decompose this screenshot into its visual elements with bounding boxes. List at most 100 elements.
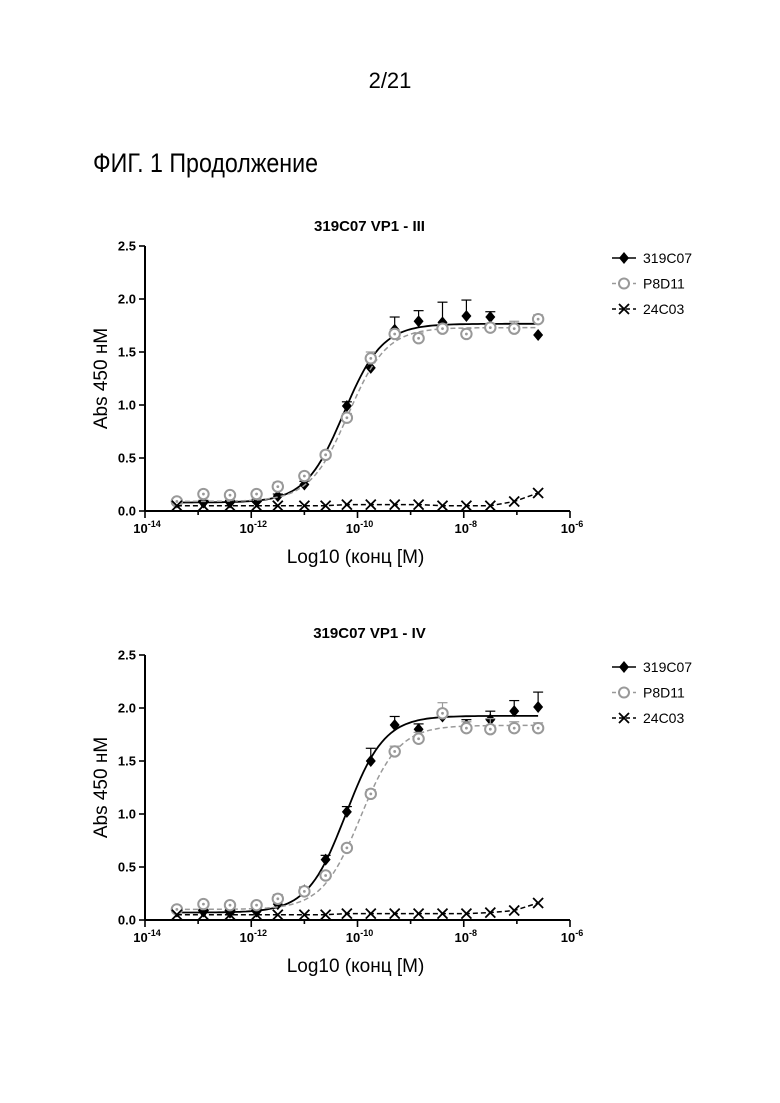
chart2-legend-label-p8d11: P8D11 [643,685,685,701]
chart2-series-p8d11-point-center [369,792,372,795]
chart1-y-axis-title: Abs 450 нМ [91,328,112,429]
chart1-legend-label-p8d11: P8D11 [643,276,685,292]
chart1-x-tick-label: 10-6 [561,519,583,536]
chart2-series-p8d11-point-center [229,904,232,907]
chart2-series-24c03-point [509,905,519,915]
page-number: 2/21 [0,68,780,94]
chart1-series-p8d11-point-center [229,494,232,497]
chart2-series-p8d11-point-center [255,904,258,907]
chart1-series-24c03-point [366,500,376,510]
chart1-legend-marker-319c07 [619,252,629,264]
chart1-series-319c07-point [533,329,543,341]
chart2-series-319c07-curve [177,716,538,913]
chart2-x-tick-label: 10-6 [561,928,583,945]
chart2-y-axis-title: Abs 450 нМ [91,737,112,838]
chart1-legend-label-24c03: 24C03 [643,301,684,317]
chart2-series-24c03-point [366,909,376,919]
chart1-series-319c07-point [461,310,471,322]
figure-title: ФИГ. 1 Продолжение [93,148,318,179]
chart2-series-p8d11-point-center [537,727,540,730]
chart2-title: 319C07 VP1 - IV [313,625,426,642]
chart1-legend-marker-p8d11 [619,279,629,289]
chart2-legend-label-319c07: 319C07 [643,659,692,675]
chart2-series-319c07-point [533,701,543,713]
chart-vp1-iv: 319C07 VP1 - IV 0.0 0.5 1.0 1.5 2.0 2.5 10-14 10… [0,610,780,1010]
chart2-x-tick-label: 10-14 [133,928,160,945]
chart2-series-p8d11-point-center [441,712,444,715]
chart2-series-p8d11-point-center [175,908,178,911]
chart2-series-24c03-point [461,909,471,919]
chart1-y-tick-label: 0.5 [118,451,136,466]
chart2-x-tick-label: 10-12 [240,928,267,945]
chart1-series-p8d11-point-center [303,475,306,478]
chart2-series-24c03-point [342,909,352,919]
chart1-series-p8d11-point-center [324,453,327,456]
chart1-series-p8d11-point-center [489,326,492,329]
chart2-legend-marker-319c07 [619,661,629,673]
chart1-series-p8d11-curve [177,328,538,502]
chart1-series-p8d11-point-center [369,357,372,360]
chart-vp1-iii: 319C07 VP1 - III 0.0 0.5 1.0 1.5 2.0 2.5 10-14 1… [0,200,780,600]
chart1-series-24c03-point [509,496,519,506]
chart2-series-p8d11-point-center [513,727,516,730]
chart2-series-24c03-point [414,909,424,919]
chart2-series-p8d11-point-center [465,727,468,730]
chart2-legend-marker-p8d11 [619,688,629,698]
chart1-series-p8d11-point-center [441,327,444,330]
chart1-series-p8d11-point-center [537,318,540,321]
chart1-x-axis-title: Log10 (конц [M) [287,547,425,568]
chart1-y-tick-label: 1.5 [118,345,136,360]
chart2-series-24c03-point [533,898,543,908]
chart1-series-24c03-point [533,488,543,498]
chart1-series-24c03-point [414,500,424,510]
chart1-x-tick-label: 10-10 [346,519,373,536]
chart2-series-p8d11-point-center [489,728,492,731]
chart1-series-319c07-curve [177,324,538,503]
chart2-series-p8d11-point-center [276,897,279,900]
chart2-series-p8d11-point-center [303,890,306,893]
chart2-series-24c03-point [438,909,448,919]
chart1-series-p8d11-point-center [417,337,420,340]
chart1-series-319c07-point [485,311,495,323]
chart1-series-p8d11-point-center [345,416,348,419]
chart1-series-p8d11-point-center [465,333,468,336]
chart2-legend-label-24c03: 24C03 [643,710,684,726]
chart1-legend-label-319c07: 319C07 [643,250,692,266]
chart2-series-319c07-point [342,806,352,818]
chart2-x-axis-title: Log10 (конц [M) [287,956,425,977]
chart2-series-24c03-point [390,909,400,919]
chart1-series-p8d11-point-center [202,493,205,496]
chart1-y-tick-label: 2.0 [118,292,136,307]
chart2-y-tick-label: 2.0 [118,701,136,716]
chart2-x-tick-label: 10-8 [455,928,477,945]
chart1-y-tick-label: 1.0 [118,398,136,413]
chart1-series-p8d11-point-center [255,493,258,496]
chart2-x-tick-label: 10-10 [346,928,373,945]
chart2-series-p8d11-point-center [202,903,205,906]
chart1-series-24c03-point [438,501,448,511]
chart1-series-p8d11-point-center [175,500,178,503]
chart1-x-tick-label: 10-14 [133,519,160,536]
chart2-series-p8d11-point-center [345,847,348,850]
chart2-y-tick-label: 0.5 [118,860,136,875]
chart2-y-tick-label: 1.0 [118,807,136,822]
chart2-y-tick-label: 1.5 [118,754,136,769]
chart1-series-24c03-point [461,501,471,511]
chart1-series-p8d11-point-center [393,333,396,336]
chart1-series-319c07-point [414,315,424,327]
chart2-series-p8d11-curve [177,725,538,909]
chart2-y-tick-label: 0.0 [118,913,136,928]
chart1-series-24c03-point [390,500,400,510]
chart2-series-319c07-point [390,719,400,731]
chart1-x-tick-label: 10-8 [455,519,477,536]
chart1-series-p8d11-point-center [513,327,516,330]
chart1-x-tick-label: 10-12 [240,519,267,536]
chart2-series-p8d11-point-center [393,750,396,753]
chart1-y-tick-label: 0.0 [118,504,136,519]
chart2-y-tick-label: 2.5 [118,648,136,663]
chart1-title: 319C07 VP1 - III [314,218,425,235]
chart1-series-24c03-point [342,500,352,510]
chart1-series-p8d11-point-center [276,485,279,488]
chart2-series-p8d11-point-center [417,737,420,740]
chart1-y-tick-label: 2.5 [118,239,136,254]
